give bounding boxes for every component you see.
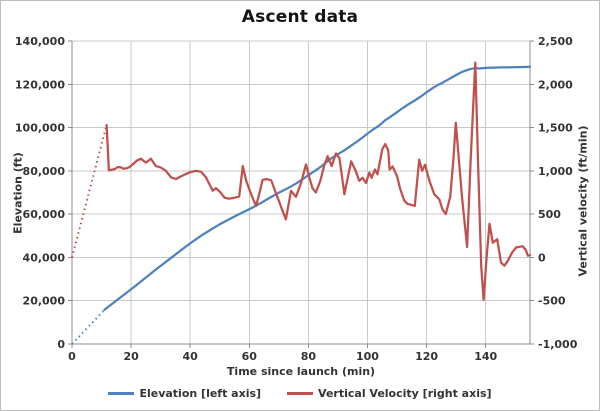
y-right-tick-label: -500 [538, 295, 566, 308]
legend: Elevation [left axis] Vertical Velocity … [1, 387, 599, 400]
x-tick-label: 100 [356, 350, 379, 363]
y-right-tick-label: 1,500 [538, 122, 573, 135]
y-left-tick-label: 100,000 [15, 122, 65, 135]
legend-label-velocity: Vertical Velocity [right axis] [318, 387, 492, 400]
elevation-line-swatch [108, 392, 135, 395]
x-axis-title: Time since launch (min) [226, 365, 376, 378]
y-left-tick-label: 60,000 [23, 208, 66, 221]
y-left-tick-label: 80,000 [23, 165, 66, 178]
x-tick-label: 20 [123, 350, 139, 363]
y-left-tick-label: 140,000 [15, 35, 65, 48]
legend-label-elevation: Elevation [left axis] [139, 387, 262, 400]
x-tick-label: 40 [183, 350, 199, 363]
y-right-tick-label: 1,000 [538, 165, 573, 178]
legend-item-velocity: Vertical Velocity [right axis] [287, 387, 492, 400]
y-right-tick-label: 0 [538, 251, 546, 264]
x-tick-label: 120 [415, 350, 438, 363]
x-tick-label: 60 [242, 350, 258, 363]
x-tick-label: 80 [301, 350, 317, 363]
vertical-dotted-line [71, 124, 108, 258]
y-left-tick-label: 120,000 [15, 78, 65, 91]
y-left-tick-label: 0 [57, 338, 65, 351]
y-right-tick-label: 500 [538, 208, 561, 221]
y-right-tick-label: 2,000 [538, 78, 573, 91]
velocity-line-swatch [287, 392, 314, 395]
x-tick-label: 140 [474, 350, 497, 363]
elevation-dotted-line [71, 309, 106, 345]
y-left-tick-label: 20,000 [23, 295, 66, 308]
chart-title: Ascent data [241, 7, 359, 27]
y-left-tick-label: 40,000 [23, 251, 66, 264]
x-tick-label: 0 [68, 350, 76, 363]
vertical-line [105, 61, 532, 301]
y-right-tick-label: 2,500 [538, 35, 573, 48]
legend-item-elevation: Elevation [left axis] [108, 387, 261, 400]
y-right-tick-label: -1,000 [538, 338, 578, 351]
